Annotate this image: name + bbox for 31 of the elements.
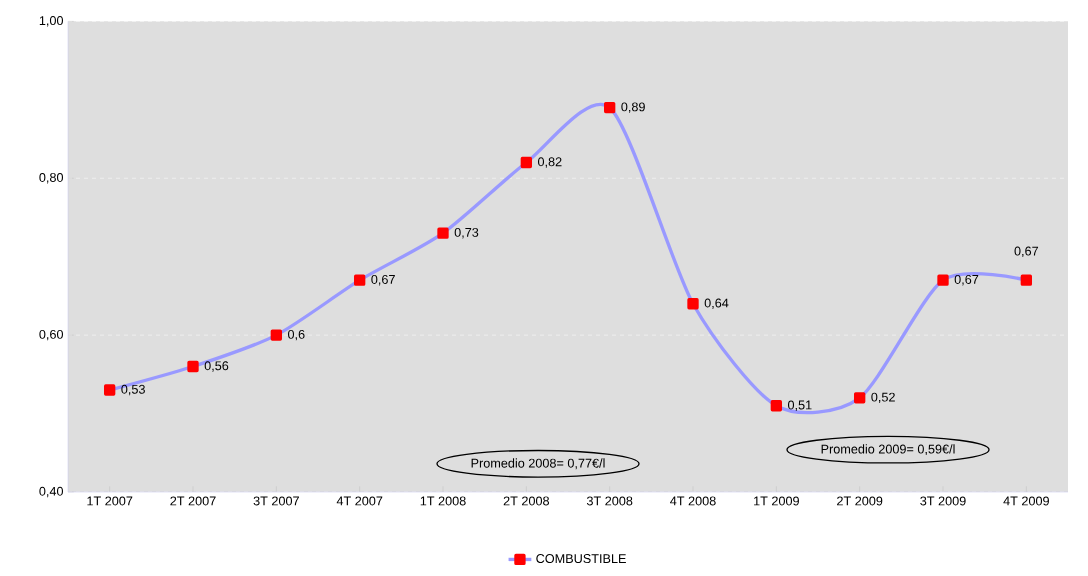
annotation: Promedio 2009= 0,59€/l — [821, 444, 955, 456]
data-label: 0,67 — [1014, 246, 1039, 258]
data-label: 0,82 — [538, 157, 562, 168]
y-tick-label: 1,00 — [39, 16, 64, 27]
x-tick-label: 2T 2007 — [170, 496, 216, 506]
y-tick-label: 0,60 — [39, 329, 64, 341]
data-label: 0,52 — [871, 392, 895, 404]
x-tick-label: 3T 2008 — [586, 496, 633, 506]
data-label: 0,51 — [788, 400, 812, 411]
x-tick-label: 3T 2009 — [920, 496, 966, 506]
x-tick-label: 3T 2007 — [253, 496, 299, 506]
legend-label: COMBUSTIBLE — [536, 554, 626, 564]
data-label: 0,56 — [204, 361, 229, 372]
data-label: 0,53 — [121, 384, 145, 396]
data-label: 0,89 — [621, 102, 645, 113]
y-tick-label: 0,80 — [39, 172, 64, 184]
y-tick-label: 0,40 — [39, 486, 64, 498]
x-tick-label: 4T 2009 — [1003, 496, 1049, 506]
x-tick-label: 2T 2009 — [837, 496, 883, 506]
data-label: 0,67 — [371, 274, 395, 286]
x-tick-label: 1T 2008 — [420, 496, 466, 506]
data-label: 0,67 — [954, 274, 979, 286]
data-label: 0,73 — [454, 227, 479, 239]
data-label: 0,64 — [704, 298, 729, 309]
x-tick-label: 4T 2008 — [670, 496, 716, 506]
x-tick-label: 4T 2007 — [336, 496, 383, 506]
x-tick-label: 1T 2009 — [754, 496, 799, 506]
x-tick-label: 2T 2008 — [503, 496, 550, 506]
data-label: 0,6 — [288, 329, 305, 341]
annotation: Promedio 2008= 0,77€/l — [471, 458, 605, 470]
x-tick-label: 1T 2007 — [87, 496, 133, 506]
